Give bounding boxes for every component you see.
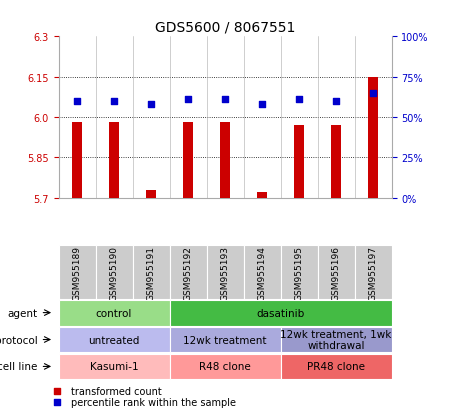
Point bbox=[53, 399, 60, 405]
Bar bbox=[132, 246, 170, 299]
Point bbox=[295, 97, 302, 103]
Text: untreated: untreated bbox=[88, 335, 140, 345]
Bar bbox=[95, 246, 132, 299]
Text: PR48 clone: PR48 clone bbox=[307, 361, 365, 372]
Text: GSM955189: GSM955189 bbox=[72, 245, 81, 300]
Point bbox=[53, 388, 60, 394]
Text: percentile rank within the sample: percentile rank within the sample bbox=[71, 397, 235, 407]
Bar bbox=[318, 246, 355, 299]
Bar bbox=[58, 354, 170, 380]
Bar bbox=[294, 126, 304, 198]
Text: agent: agent bbox=[8, 308, 38, 318]
Text: GSM955196: GSM955196 bbox=[332, 245, 341, 300]
Text: GSM955190: GSM955190 bbox=[109, 245, 118, 300]
Text: Kasumi-1: Kasumi-1 bbox=[90, 361, 138, 372]
Bar bbox=[58, 300, 170, 326]
Bar bbox=[109, 123, 119, 198]
Bar bbox=[146, 190, 156, 198]
Bar bbox=[220, 123, 230, 198]
Bar bbox=[170, 246, 207, 299]
Text: 12wk treatment, 1wk
withdrawal: 12wk treatment, 1wk withdrawal bbox=[280, 329, 392, 351]
Point bbox=[110, 98, 117, 105]
Bar bbox=[369, 77, 378, 198]
Bar bbox=[257, 193, 266, 198]
Point bbox=[148, 102, 155, 108]
Title: GDS5600 / 8067551: GDS5600 / 8067551 bbox=[155, 21, 295, 35]
Point bbox=[221, 97, 229, 103]
Bar bbox=[170, 327, 280, 353]
Text: GSM955193: GSM955193 bbox=[220, 245, 230, 300]
Bar bbox=[280, 327, 392, 353]
Bar bbox=[184, 123, 193, 198]
Bar bbox=[280, 354, 392, 380]
Bar bbox=[170, 300, 392, 326]
Bar bbox=[280, 246, 318, 299]
Bar bbox=[207, 246, 243, 299]
Bar bbox=[243, 246, 280, 299]
Text: R48 clone: R48 clone bbox=[199, 361, 251, 372]
Text: GSM955191: GSM955191 bbox=[147, 245, 156, 300]
Text: dasatinib: dasatinib bbox=[256, 308, 305, 318]
Point bbox=[184, 97, 192, 103]
Text: GSM955195: GSM955195 bbox=[294, 245, 303, 300]
Bar bbox=[58, 327, 170, 353]
Point bbox=[369, 90, 377, 97]
Bar bbox=[170, 354, 280, 380]
Point bbox=[333, 98, 340, 105]
Text: control: control bbox=[96, 308, 132, 318]
Text: GSM955192: GSM955192 bbox=[184, 245, 193, 300]
Bar bbox=[58, 246, 95, 299]
Text: GSM955197: GSM955197 bbox=[369, 245, 378, 300]
Text: 12wk treatment: 12wk treatment bbox=[183, 335, 267, 345]
Text: cell line: cell line bbox=[0, 361, 38, 372]
Text: transformed count: transformed count bbox=[71, 386, 161, 396]
Bar bbox=[331, 126, 341, 198]
Bar bbox=[355, 246, 392, 299]
Bar bbox=[72, 123, 81, 198]
Point bbox=[258, 102, 265, 108]
Point bbox=[73, 98, 81, 105]
Text: protocol: protocol bbox=[0, 335, 38, 345]
Text: GSM955194: GSM955194 bbox=[257, 245, 266, 300]
